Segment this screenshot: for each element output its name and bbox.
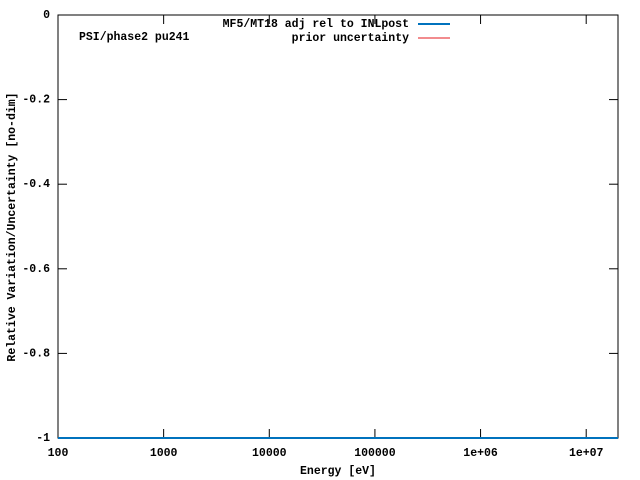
x-axis-label: Energy [eV] — [300, 465, 376, 478]
y-tick-label: -0.2 — [22, 94, 50, 107]
x-tick-label: 100000 — [354, 447, 396, 460]
x-tick-label: 100 — [48, 447, 69, 460]
x-tick-label: 1000 — [150, 447, 178, 460]
legend-label: prior uncertainty — [292, 32, 409, 45]
y-tick-label: -1 — [36, 432, 50, 445]
y-axis-label: Relative Variation/Uncertainty [no-dim] — [6, 92, 19, 361]
x-tick-label: 1e+06 — [463, 447, 498, 460]
x-tick-label: 1e+07 — [569, 447, 604, 460]
x-tick-label: 10000 — [252, 447, 287, 460]
legend-label: MF5/MT18 adj rel to INLpost — [223, 18, 409, 31]
y-tick-label: 0 — [43, 9, 50, 22]
y-tick-label: -0.8 — [22, 347, 50, 360]
annotation: PSI/phase2 pu241 — [79, 31, 190, 44]
y-tick-label: -0.4 — [22, 178, 50, 191]
plot-border — [57, 14, 619, 439]
y-tick-label: -0.6 — [22, 263, 50, 276]
